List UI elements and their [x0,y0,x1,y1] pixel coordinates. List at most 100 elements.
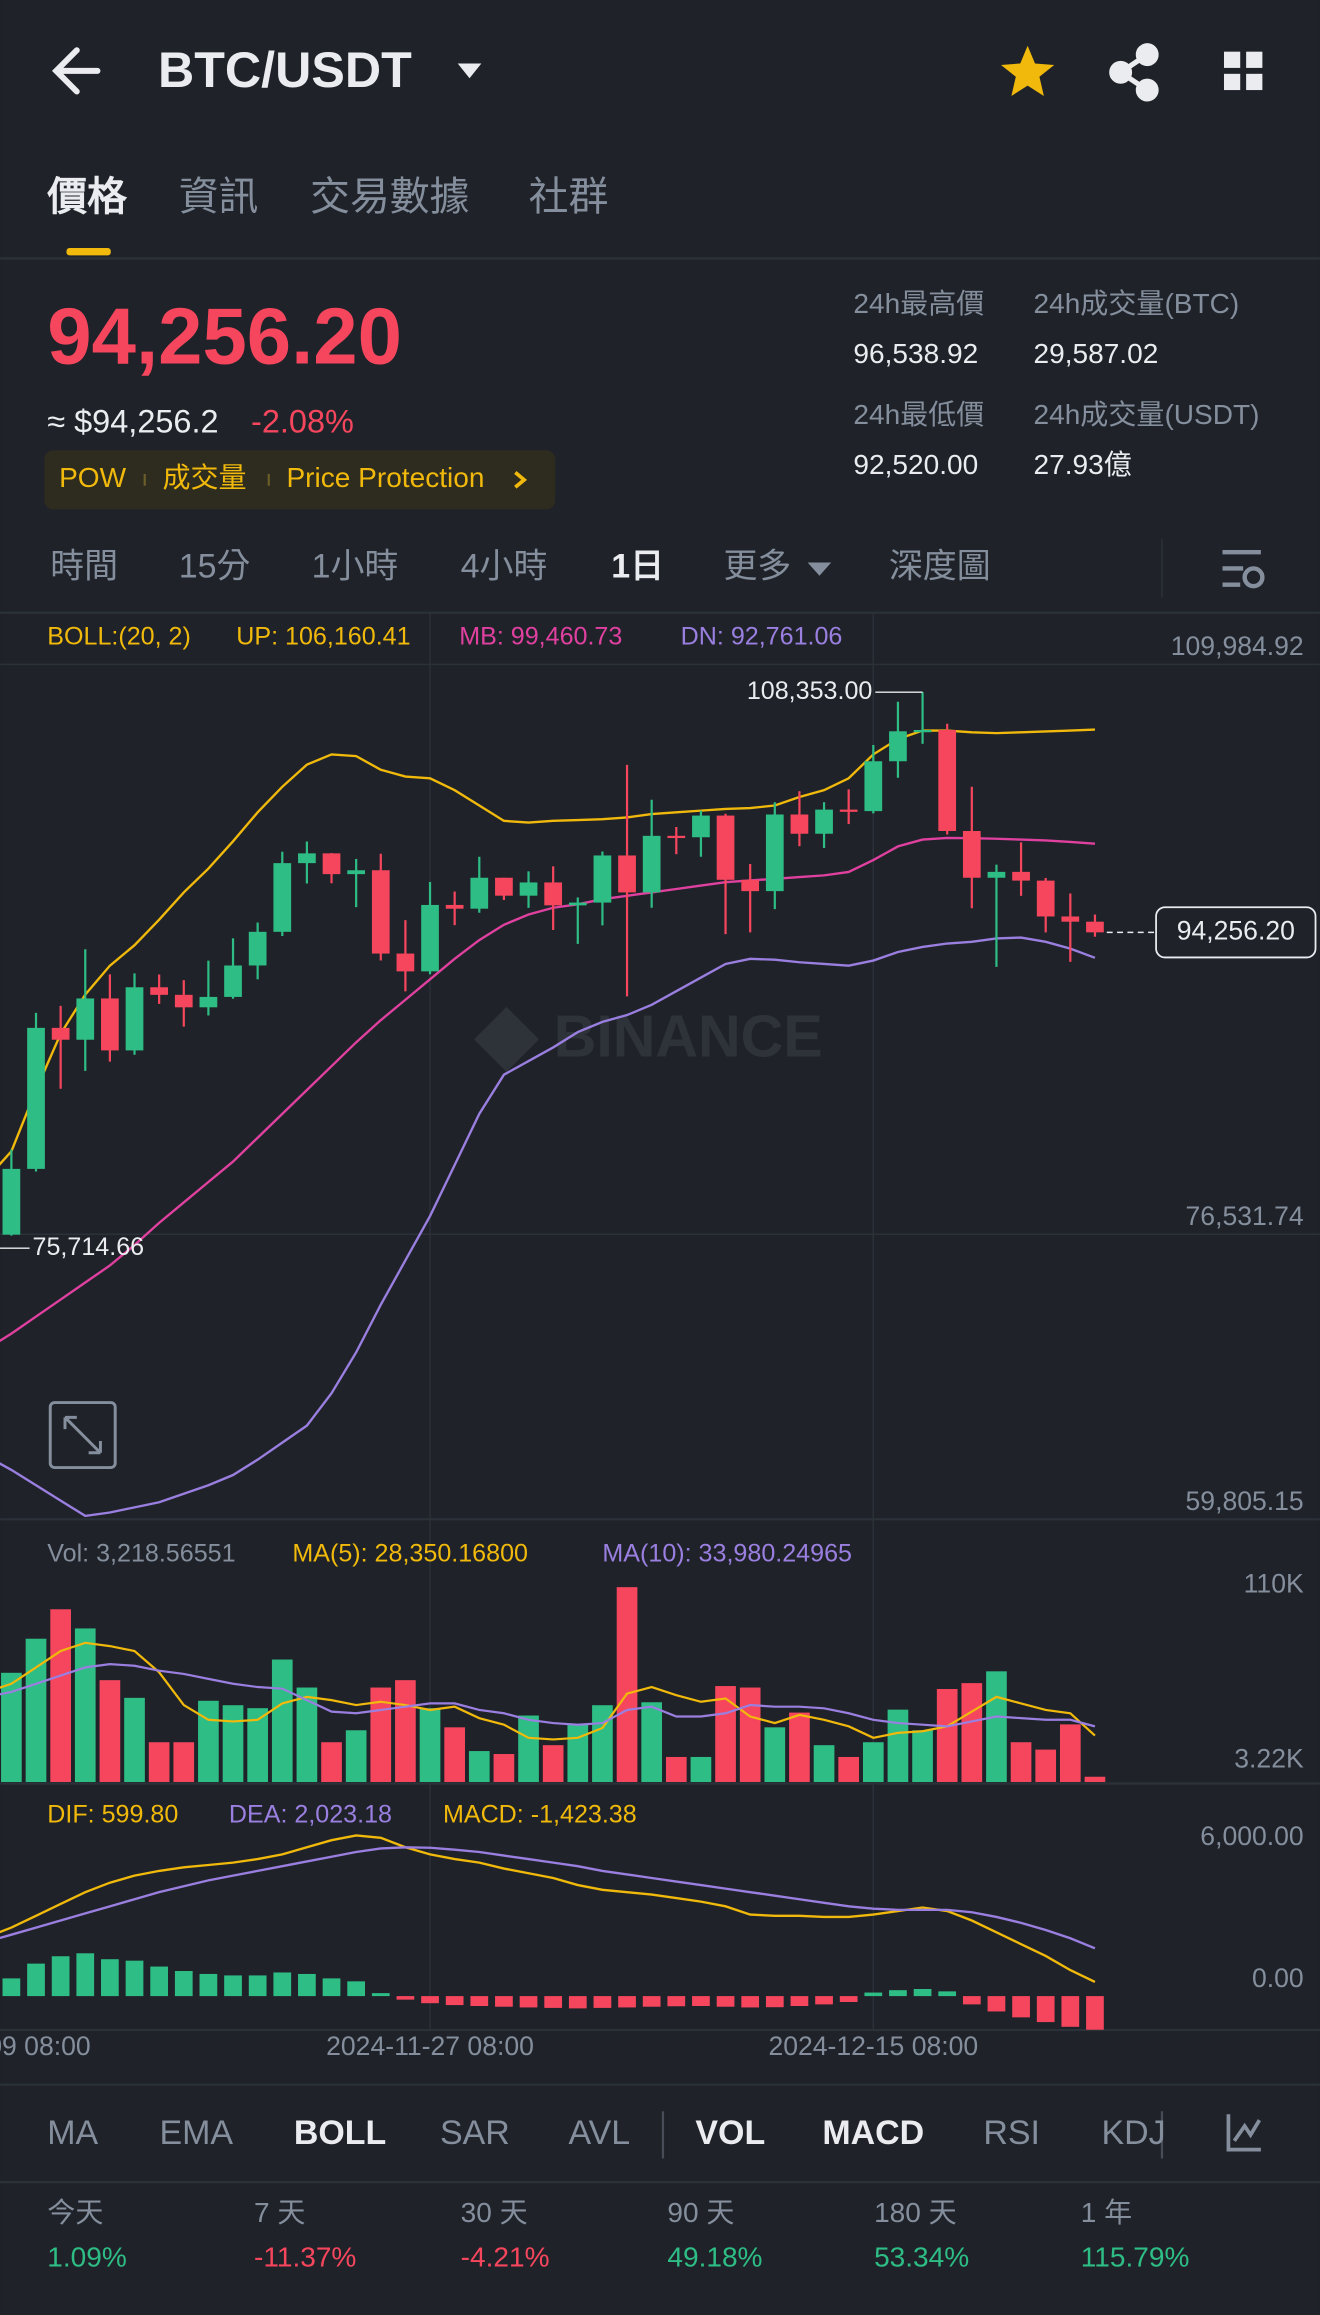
tag[interactable]: 成交量 [162,462,246,493]
tag[interactable]: Price Protection [286,462,484,493]
x-tick-label: 2024-12-15 08:00 [768,2031,978,2061]
volume-bar [222,1705,244,1783]
volume-bar [1,1672,22,1783]
expand-arrows [63,1415,102,1455]
expand-button[interactable] [48,1401,117,1470]
indicator-tab[interactable]: VOL [695,2114,765,2152]
interval[interactable]: 更多 [723,547,791,585]
macd-bar [76,1953,95,1997]
indicator-tab[interactable]: EMA [159,2114,233,2152]
period-change: -4.21% [461,2241,550,2272]
macd-bar [741,1996,760,2008]
candle-body [642,835,661,893]
macd-bar [27,1963,45,1997]
y-tick-label: 3.22K [1234,1744,1304,1774]
candle-body [2,1168,21,1235]
candle-body [889,731,907,762]
candle-body [322,853,341,875]
macd-bar [273,1972,292,1997]
indicator-tab[interactable]: SAR [440,2114,510,2152]
expand-box [48,1401,117,1470]
candle-body [692,815,710,838]
interval[interactable]: 4小時 [461,547,548,585]
macd-bar [495,1996,513,2007]
tab[interactable]: 資訊 [179,175,259,219]
candle-body [839,809,858,812]
volume-bar [518,1715,539,1783]
x-tick-label: 2024-11-27 08:00 [326,2031,534,2061]
tag-box[interactable] [44,450,556,510]
tab[interactable]: 價格 [46,175,128,219]
grid-menu[interactable] [1223,51,1263,91]
low-label: 75,714.66 [33,1233,145,1261]
indicator-tab[interactable]: BOLL [294,2114,386,2152]
candle-body [1036,880,1055,917]
volume-bar [862,1742,884,1783]
volume-bar [321,1742,342,1783]
indicator-tab[interactable]: MA [47,2114,98,2152]
tag[interactable]: POW [59,462,127,493]
fiat-price: ≈ $94,256.2 [47,403,218,439]
macd-bar [347,1981,366,1997]
legend-entry: DEA: 2,023.18 [229,1801,392,1829]
indicator-tab[interactable]: AVL [568,2114,630,2152]
tab[interactable]: 交易數據 [310,175,469,219]
interval[interactable]: 時間 [50,547,118,585]
candle-body [101,998,119,1051]
favorite-star[interactable] [1001,45,1055,96]
candle-body [1086,921,1104,933]
macd-bar [962,1996,981,2005]
y-tick-label: 59,805.15 [1186,1486,1304,1516]
y-tick-label: 76,531.74 [1186,1201,1304,1231]
macd-bar [322,1978,341,1997]
macd-bar [593,1996,612,2008]
volume-bar [99,1680,121,1783]
period-label: 1 年 [1081,2197,1132,2228]
legend-entry: MA(5): 28,350.16800 [292,1539,528,1567]
indicator-tab[interactable]: KDJ [1101,2114,1165,2152]
share-button[interactable] [1109,43,1159,102]
indicator-tab[interactable]: MACD [822,2114,924,2152]
volume-bar [838,1756,860,1783]
candle-body [298,853,316,864]
more-dropdown[interactable] [807,562,832,576]
interval[interactable]: 1日 [611,547,664,585]
indicator-tab[interactable]: RSI [983,2114,1040,2152]
volume-bar [961,1683,983,1783]
pair-dropdown[interactable] [457,63,482,79]
volume-bar [1010,1742,1032,1783]
volume-bar [789,1712,810,1783]
tab[interactable]: 社群 [529,175,609,219]
candle-body [470,877,489,909]
high-label: 108,353.00 [747,677,873,705]
candle-body [864,761,883,812]
volume-bar [345,1730,367,1783]
back-button[interactable] [51,47,101,95]
volume-bar [912,1730,933,1783]
macd-bar [864,1992,883,1997]
volume-ma-line [0,1641,1096,1741]
volume-bar [1035,1749,1057,1783]
candle-body [987,871,1006,878]
interval[interactable]: 深度圖 [889,547,991,585]
candle-body [224,965,242,997]
grid-cell [1246,73,1263,91]
volume-bar [1084,1776,1106,1783]
macd-bar [519,1996,538,2008]
legend-entry: MACD: -1,423.38 [443,1801,637,1829]
candle-body [815,809,833,834]
drawing-tool[interactable] [1226,2114,1262,2152]
macd-bar [371,1993,390,1997]
macd-bar [716,1996,735,2007]
interval[interactable]: 15分 [179,547,251,585]
candle-body [273,863,292,932]
volume-bar [690,1756,712,1783]
stat-label: 24h最低價 [853,399,984,430]
volume-bar [50,1609,71,1783]
period-label: 今天 [47,2197,103,2228]
y-tick-label: 110K [1244,1569,1304,1599]
indicator-label: BOLL:(20, 2) [47,622,191,650]
interval[interactable]: 1小時 [312,547,399,585]
chart-settings[interactable] [1222,549,1265,589]
candle-body [150,987,169,995]
